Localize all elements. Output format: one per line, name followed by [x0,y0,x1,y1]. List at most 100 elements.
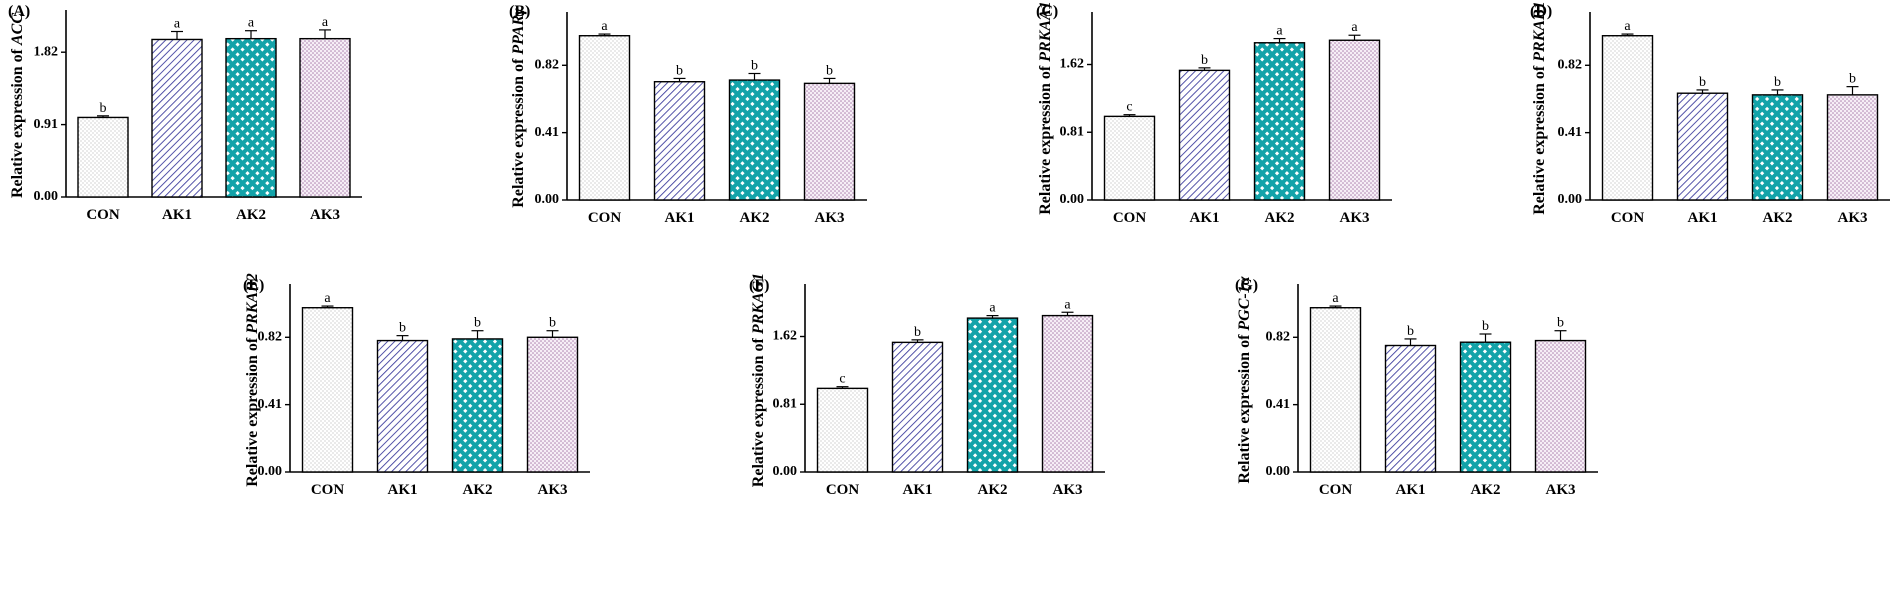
bar-ak2 [966,317,1019,473]
bar-ak1 [891,341,944,473]
significance-letter: b [676,63,683,78]
significance-letter: a [601,19,608,34]
y-axis-title: Relative expression of PRKAB2 [244,273,261,486]
x-tick-label: AK1 [1396,482,1426,498]
chart-panel: (A)Relative expression of ACC 0.00 0.91 1.8… [8,3,362,223]
x-tick-label: AK3 [1838,210,1868,226]
bar-con [77,116,129,198]
bar-ak2 [1253,42,1306,201]
y-tick-label: 0.82 [535,58,560,73]
x-tick-label: AK2 [1471,482,1501,498]
bar-ak2 [728,79,781,201]
x-tick-label: CON [311,482,345,498]
significance-letter: a [1351,20,1358,35]
x-tick-label: CON [826,482,860,498]
x-tick-label: AK1 [1688,210,1718,226]
y-axis-title: Relative expression of PRKAA1 [1037,1,1054,214]
bar-con [578,35,631,201]
y-tick-label: 0.41 [1558,125,1583,140]
x-tick-label: AK2 [740,210,770,226]
bar-ak2 [225,37,277,198]
significance-letter: b [549,316,556,331]
x-tick-label: AK1 [903,482,933,498]
x-tick-label: AK3 [1546,482,1576,498]
bar-ak3 [1328,39,1381,201]
bar-ak1 [151,38,203,198]
bar-ak1 [1384,344,1437,473]
bar-ak1 [376,339,429,473]
significance-letter: b [751,59,758,74]
significance-letter: b [1557,316,1564,331]
significance-letter: b [1699,75,1706,90]
y-tick-label: 0.81 [773,396,798,411]
y-tick-label: 1.82 [34,44,59,59]
panel-label: (B) [509,3,530,20]
bar-con [1601,35,1654,201]
y-axis-title: Relative expression of ACC [9,13,26,198]
y-tick-label: 0.00 [1060,192,1085,207]
x-tick-label: AK1 [1190,210,1220,226]
x-tick-label: AK2 [1265,210,1295,226]
x-tick-label: AK1 [665,210,695,226]
significance-letter: b [826,63,833,78]
bar-ak3 [1041,314,1094,473]
y-tick-label: 0.00 [1266,464,1291,479]
panel-label: (F) [749,277,769,294]
significance-letter: a [1332,291,1339,306]
x-tick-label: CON [86,207,120,223]
panel-label: (D) [1530,3,1552,20]
bar-ak3 [299,37,351,198]
bar-ak1 [1676,92,1729,201]
y-tick-label: 0.82 [258,330,283,345]
chart-panel: (C)Relative expression of PRKAA1 0.00 0.81… [1036,1,1392,226]
significance-letter: a [1064,297,1071,312]
chart-panel: (B)Relative expression of PPARγ 0.00 0.41 0… [509,3,867,226]
chart-panel: (G)Relative expression of PGC-1α 0.00 0.41… [1235,275,1598,498]
x-tick-label: AK3 [1053,482,1083,498]
panel-label: (G) [1235,277,1258,294]
x-tick-label: AK3 [815,210,845,226]
significance-letter: b [1407,324,1414,339]
significance-letter: b [100,101,107,116]
significance-letter: b [399,321,406,336]
y-tick-label: 0.91 [34,117,59,132]
chart-panel: (F)Relative expression of PRKAG1 0.00 0.81… [749,273,1105,498]
significance-letter: a [1624,19,1631,34]
bar-ak1 [1178,69,1231,201]
y-tick-label: 0.82 [1266,330,1291,345]
x-tick-label: AK3 [310,207,340,223]
panel-label: (E) [243,277,264,294]
y-tick-label: 0.82 [1558,58,1583,73]
significance-letter: c [1126,100,1132,115]
panel-label: (C) [1036,3,1058,20]
y-axis-title: Relative expression of PPARγ [510,8,527,208]
y-tick-label: 0.81 [1060,124,1085,139]
bar-con [816,387,869,473]
significance-letter: b [1482,319,1489,334]
significance-letter: b [1774,75,1781,90]
y-tick-label: 0.41 [258,397,283,412]
x-tick-label: AK1 [388,482,418,498]
bar-ak3 [1534,339,1587,473]
y-tick-label: 1.62 [1060,57,1085,72]
y-tick-label: 0.00 [258,464,283,479]
bar-ak2 [1751,94,1804,201]
x-tick-label: AK2 [463,482,493,498]
bar-con [1103,115,1156,201]
x-tick-label: CON [588,210,622,226]
x-tick-label: AK2 [1763,210,1793,226]
y-axis-title: Relative expression of PRKAB1 [1531,1,1548,214]
x-tick-label: AK2 [978,482,1008,498]
x-tick-label: CON [1611,210,1645,226]
x-tick-label: CON [1319,482,1353,498]
bar-ak3 [803,82,856,201]
x-tick-label: AK3 [538,482,568,498]
significance-letter: b [914,325,921,340]
y-axis-title: Relative expression of PGC-1α [1236,275,1253,483]
bar-con [1309,307,1362,473]
y-tick-label: 0.41 [1266,397,1291,412]
significance-letter: a [989,301,996,316]
significance-letter: a [324,291,331,306]
bar-con [301,307,354,473]
